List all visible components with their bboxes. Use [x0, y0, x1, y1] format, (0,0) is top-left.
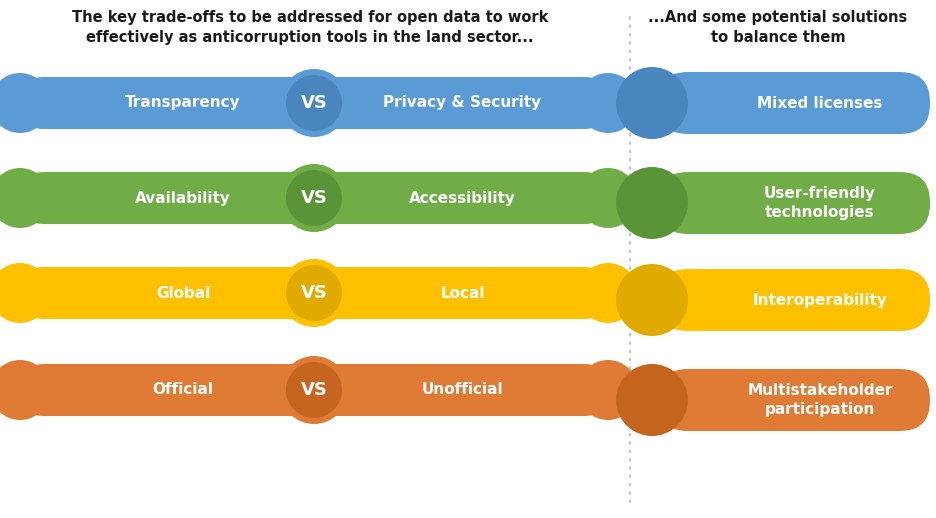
Text: Privacy & Security: Privacy & Security: [384, 95, 542, 110]
Text: Transparency: Transparency: [125, 95, 241, 110]
Text: VS: VS: [300, 381, 328, 399]
Text: User-friendly
technologies: User-friendly technologies: [764, 186, 876, 220]
Circle shape: [280, 259, 348, 327]
Circle shape: [578, 73, 638, 133]
Circle shape: [0, 360, 50, 420]
Circle shape: [0, 73, 50, 133]
Text: Accessibility: Accessibility: [409, 191, 516, 206]
FancyBboxPatch shape: [658, 369, 930, 431]
Text: Mixed licenses: Mixed licenses: [757, 95, 883, 110]
Text: Local: Local: [440, 285, 485, 300]
FancyBboxPatch shape: [18, 172, 610, 224]
Text: ...And some potential solutions
to balance them: ...And some potential solutions to balan…: [649, 10, 908, 45]
Text: The key trade-offs to be addressed for open data to work
effectively as anticorr: The key trade-offs to be addressed for o…: [72, 10, 548, 45]
FancyBboxPatch shape: [658, 172, 930, 234]
Text: Unofficial: Unofficial: [422, 382, 504, 397]
Circle shape: [616, 67, 688, 139]
Circle shape: [578, 168, 638, 228]
FancyBboxPatch shape: [18, 364, 610, 416]
Circle shape: [578, 263, 638, 323]
Text: VS: VS: [300, 189, 328, 207]
Circle shape: [578, 360, 638, 420]
Text: Multistakeholder
participation: Multistakeholder participation: [747, 383, 893, 417]
Text: Availability: Availability: [135, 191, 231, 206]
Circle shape: [286, 265, 342, 321]
Text: Global: Global: [155, 285, 211, 300]
Circle shape: [286, 362, 342, 418]
Text: Official: Official: [153, 382, 213, 397]
FancyBboxPatch shape: [658, 72, 930, 134]
Circle shape: [616, 364, 688, 436]
FancyBboxPatch shape: [18, 267, 610, 319]
Circle shape: [286, 75, 342, 131]
Circle shape: [616, 167, 688, 239]
Circle shape: [0, 263, 50, 323]
Text: VS: VS: [300, 94, 328, 112]
Circle shape: [0, 168, 50, 228]
Circle shape: [286, 170, 342, 226]
FancyBboxPatch shape: [658, 269, 930, 331]
Text: Interoperability: Interoperability: [753, 293, 887, 308]
Circle shape: [280, 69, 348, 137]
FancyBboxPatch shape: [18, 77, 610, 129]
Text: VS: VS: [300, 284, 328, 302]
Circle shape: [616, 264, 688, 336]
Circle shape: [280, 164, 348, 232]
Circle shape: [280, 356, 348, 424]
